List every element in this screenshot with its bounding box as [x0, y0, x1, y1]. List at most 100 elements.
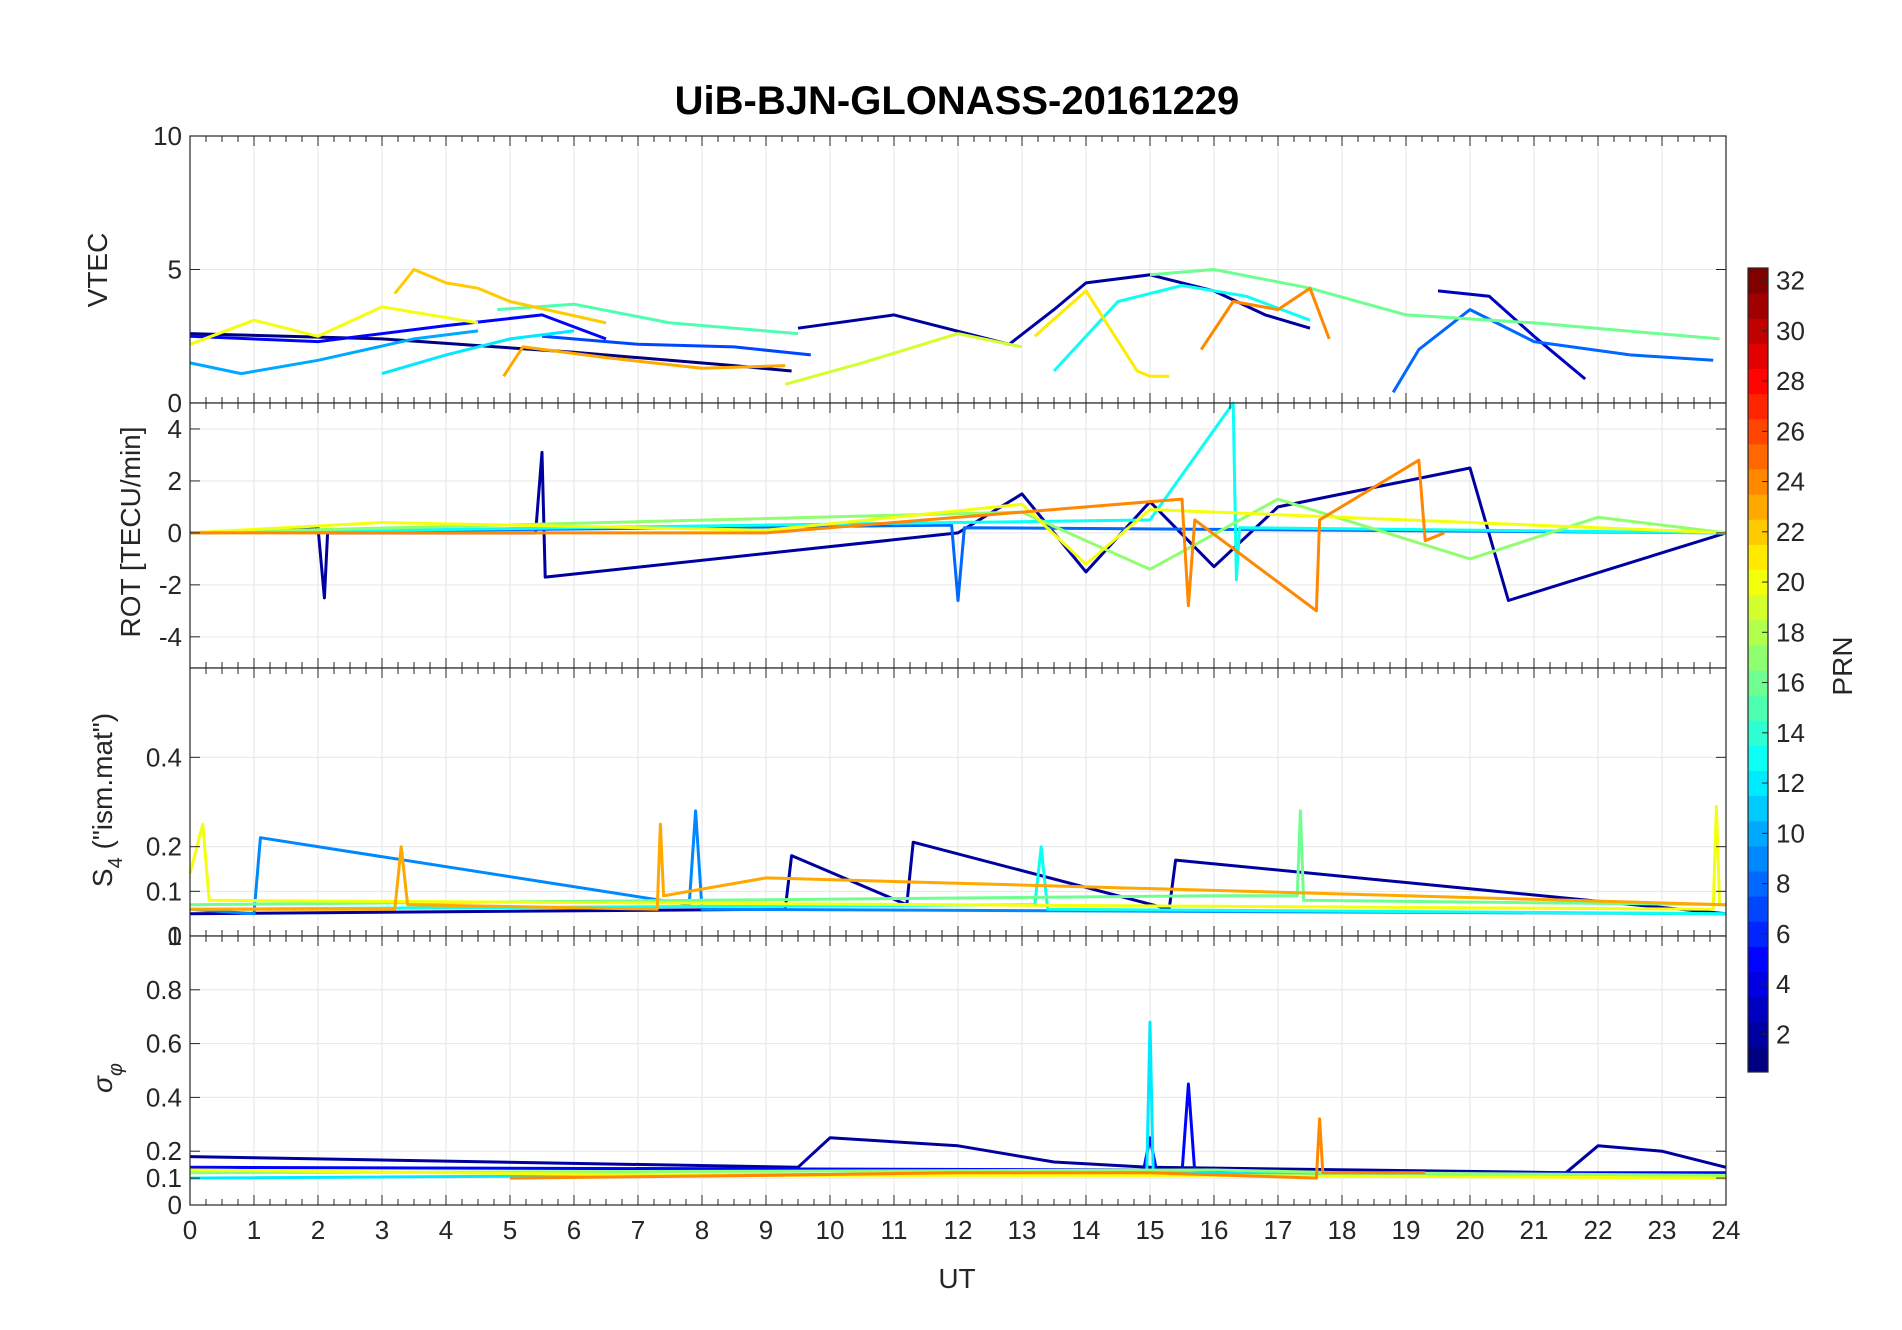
- colorbar-tick-label: 6: [1776, 919, 1790, 949]
- xtick-label: 6: [567, 1215, 581, 1245]
- xtick-label: 3: [375, 1215, 389, 1245]
- vtec-series-prn-16: [1149, 268, 1720, 341]
- colorbar-segment: [1748, 469, 1768, 495]
- colorbar-segment: [1748, 393, 1768, 420]
- xtick-label: 8: [695, 1215, 709, 1245]
- colorbar-segment: [1748, 921, 1768, 947]
- vtec-series-prn-10: [189, 329, 479, 376]
- rot-series-prn-24: [190, 458, 1445, 613]
- colorbar-segment: [1748, 293, 1768, 319]
- sigma-phi-ytick-label: 0.6: [146, 1029, 182, 1059]
- xtick-label: 0: [183, 1215, 197, 1245]
- colorbar-segment: [1748, 1046, 1768, 1073]
- xtick-label: 22: [1584, 1215, 1613, 1245]
- xtick-label: 1: [247, 1215, 261, 1245]
- xtick-label: 23: [1648, 1215, 1677, 1245]
- xtick-label: 14: [1072, 1215, 1101, 1245]
- colorbar-tick-label: 26: [1776, 416, 1805, 446]
- colorbar-segment: [1748, 946, 1768, 972]
- colorbar-segment: [1748, 318, 1768, 344]
- rot-ytick-label: 4: [168, 414, 182, 444]
- sigma-phi-ylabel-main: σ: [87, 1075, 118, 1093]
- colorbar-segment: [1748, 996, 1768, 1023]
- colorbar-tick-label: 30: [1776, 316, 1805, 346]
- sigma-phi-ylabel-sub: φ: [105, 1063, 127, 1076]
- sigma-phi-ylabel: σφ: [87, 1063, 127, 1093]
- colorbar-segment: [1748, 519, 1768, 545]
- vtec-series-prn-22: [393, 268, 607, 325]
- colorbar-tick-label: 32: [1776, 266, 1805, 296]
- s4-ylabel-sub: 4: [105, 857, 127, 868]
- colorbar-segment: [1748, 770, 1768, 797]
- sigma-phi-ytick-label: 0.1: [146, 1163, 182, 1193]
- colorbar-frame: [1747, 267, 1769, 1073]
- s4-ytick-label: 0.1: [146, 876, 182, 906]
- colorbar-tick-label: 10: [1776, 818, 1805, 848]
- vtec-ytick-label: 10: [153, 121, 182, 151]
- xtick-label: 11: [881, 1215, 908, 1245]
- chart-title: UiB-BJN-GLONASS-20161229: [675, 79, 1240, 123]
- colorbar-segment: [1748, 418, 1768, 445]
- colorbar-tick-label: 12: [1776, 768, 1805, 798]
- colorbar-segment: [1748, 494, 1768, 520]
- colorbar-segment: [1748, 1021, 1768, 1048]
- vtec-series-prn-7: [541, 334, 811, 357]
- vtec-series-prn-19: [784, 332, 1023, 386]
- s4-ytick-label: 0.4: [146, 742, 182, 772]
- x-axis-label: UT: [938, 1263, 975, 1294]
- xtick-label: 10: [816, 1215, 845, 1245]
- xtick-label: 5: [503, 1215, 517, 1245]
- colorbar-segment: [1748, 795, 1768, 822]
- vtec-series-prn-20: [189, 305, 479, 346]
- sigma-phi-ytick-label: 0: [168, 1190, 182, 1220]
- vtec-ytick-label: 5: [168, 255, 182, 285]
- colorbar-tick-label: 18: [1776, 617, 1805, 647]
- colorbar-segment: [1748, 745, 1768, 771]
- xtick-label: 15: [1136, 1215, 1165, 1245]
- colorbar-segment: [1748, 619, 1768, 646]
- sigma-phi-ytick-label: 1: [168, 921, 182, 951]
- colorbar-segment: [1748, 670, 1768, 696]
- xtick-label: 12: [944, 1215, 973, 1245]
- vtec-ylabel: VTEC: [82, 233, 113, 308]
- xtick-label: 20: [1456, 1215, 1485, 1245]
- colorbar-segment: [1748, 594, 1768, 621]
- sigma-phi-series-prn-24: [509, 1117, 1426, 1180]
- s4-series-prn-9: [189, 809, 1727, 916]
- colorbar-tick-label: 14: [1776, 718, 1805, 748]
- s4-ylabel: S4 ("ism.mat"): [87, 713, 127, 887]
- colorbar-tick-label: 22: [1776, 517, 1805, 547]
- rot-ytick-label: -4: [159, 622, 182, 652]
- xtick-label: 7: [631, 1215, 645, 1245]
- xtick-label: 4: [439, 1215, 453, 1245]
- colorbar-tick-label: 24: [1776, 467, 1805, 497]
- colorbar-tick-label: 2: [1776, 1019, 1790, 1049]
- s4-series-prn-16: [189, 809, 1727, 907]
- vtec-series-prn-21: [1033, 289, 1170, 378]
- colorbar-segment: [1748, 268, 1768, 294]
- colorbar-segment: [1748, 368, 1768, 395]
- xtick-label: 9: [759, 1215, 773, 1245]
- colorbar-segment: [1748, 343, 1768, 369]
- rot-ytick-label: -2: [159, 570, 182, 600]
- rot-ytick-label: 0: [168, 518, 182, 548]
- colorbar-segment: [1748, 896, 1768, 922]
- vtec-series-prn-24: [1199, 286, 1331, 351]
- s4-ytick-label: 0.2: [146, 832, 182, 862]
- s4-series-prn-23: [190, 822, 1727, 911]
- colorbar-segment: [1748, 569, 1768, 596]
- colorbar-segment: [1748, 871, 1768, 897]
- s4-ylabel-rest: ("ism.mat"): [87, 713, 118, 857]
- colorbar-segment: [1748, 820, 1768, 847]
- sigma-phi-ytick-label: 0.2: [146, 1136, 182, 1166]
- vtec-series-prn-13: [1052, 284, 1311, 373]
- sigma-phi-series-prn-20: [189, 1168, 1727, 1180]
- sigma-phi-ytick-label: 0.4: [146, 1082, 182, 1112]
- xtick-label: 13: [1008, 1215, 1037, 1245]
- colorbar-tick-label: 20: [1776, 567, 1805, 597]
- vtec-series-prn-12: [381, 329, 575, 376]
- xtick-label: 17: [1264, 1215, 1293, 1245]
- xtick-label: 2: [311, 1215, 325, 1245]
